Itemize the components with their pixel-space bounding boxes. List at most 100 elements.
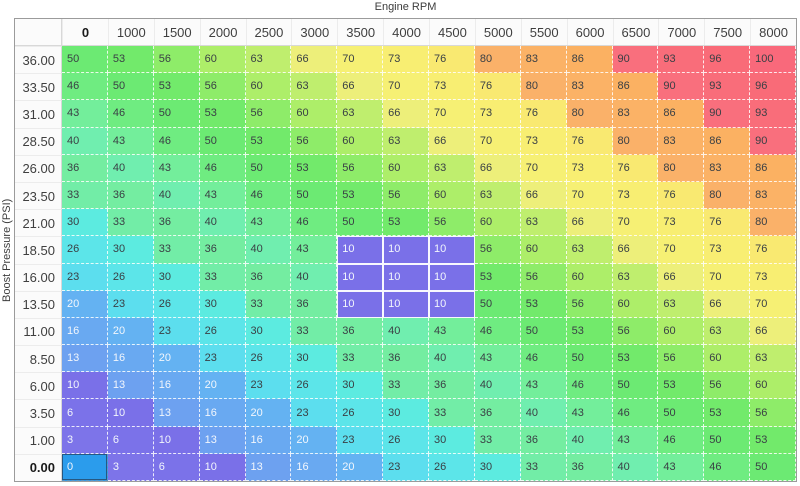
cell-1000rpm-8.50psi[interactable]: 16 — [107, 345, 154, 373]
cell-4000rpm-1.00psi[interactable]: 26 — [383, 426, 429, 454]
column-header-6000[interactable]: 6000 — [566, 19, 613, 45]
cell-1500rpm-21.00psi[interactable]: 36 — [153, 209, 200, 237]
column-header-2500[interactable]: 2500 — [245, 19, 292, 45]
cell-7500rpm-0.00psi[interactable]: 46 — [704, 453, 751, 481]
cell-1000rpm-33.50psi[interactable]: 50 — [107, 73, 154, 101]
column-header-2000[interactable]: 2000 — [199, 19, 246, 45]
column-header-6500[interactable]: 6500 — [612, 19, 659, 45]
cell-4000rpm-13.50psi[interactable]: 10 — [383, 290, 429, 318]
cell-4500rpm-23.50psi[interactable]: 60 — [429, 181, 475, 210]
cell-1000rpm-11.00psi[interactable]: 20 — [107, 317, 154, 346]
cell-3500rpm-26.00psi[interactable]: 56 — [337, 154, 384, 182]
cell-6000rpm-33.50psi[interactable]: 83 — [566, 73, 613, 101]
cell-6500rpm-31.00psi[interactable]: 83 — [612, 100, 659, 128]
cell-6500rpm-6.00psi[interactable]: 50 — [612, 372, 659, 400]
cell-6000rpm-1.00psi[interactable]: 40 — [566, 426, 613, 454]
row-header-33.50[interactable]: 33.50 — [15, 73, 62, 101]
cell-5000rpm-13.50psi[interactable]: 50 — [474, 290, 521, 318]
cell-7500rpm-26.00psi[interactable]: 83 — [704, 154, 751, 182]
cell-0rpm-16.00psi[interactable]: 23 — [62, 263, 108, 291]
cell-6000rpm-31.00psi[interactable]: 80 — [566, 100, 613, 128]
cell-6000rpm-8.50psi[interactable]: 50 — [566, 345, 613, 373]
cell-4500rpm-26.00psi[interactable]: 63 — [429, 154, 475, 182]
cell-5500rpm-33.50psi[interactable]: 80 — [520, 73, 567, 101]
cell-6000rpm-16.00psi[interactable]: 60 — [566, 263, 613, 291]
cell-4500rpm-0.00psi[interactable]: 26 — [429, 453, 475, 481]
cell-6000rpm-36.00psi[interactable]: 86 — [566, 46, 613, 74]
cell-8000rpm-1.00psi[interactable]: 53 — [750, 426, 796, 454]
cell-1500rpm-3.50psi[interactable]: 13 — [153, 399, 200, 427]
cell-2000rpm-1.00psi[interactable]: 13 — [199, 426, 246, 454]
cell-3000rpm-0.00psi[interactable]: 16 — [291, 453, 338, 481]
cell-5500rpm-23.50psi[interactable]: 66 — [520, 181, 567, 210]
cell-1000rpm-21.00psi[interactable]: 33 — [107, 209, 154, 237]
cell-3000rpm-18.50psi[interactable]: 43 — [291, 236, 338, 264]
cell-2000rpm-13.50psi[interactable]: 30 — [199, 290, 246, 318]
row-header-13.50[interactable]: 13.50 — [15, 290, 62, 318]
cell-7500rpm-6.00psi[interactable]: 56 — [704, 372, 751, 400]
cell-5500rpm-1.00psi[interactable]: 36 — [520, 426, 567, 454]
cell-4000rpm-16.00psi[interactable]: 10 — [383, 263, 429, 291]
cell-6000rpm-28.50psi[interactable]: 76 — [566, 127, 613, 155]
cell-4500rpm-3.50psi[interactable]: 33 — [429, 399, 475, 427]
cell-5500rpm-36.00psi[interactable]: 83 — [520, 46, 567, 74]
cell-4000rpm-26.00psi[interactable]: 60 — [383, 154, 429, 182]
cell-7500rpm-31.00psi[interactable]: 90 — [704, 100, 751, 128]
cell-4500rpm-8.50psi[interactable]: 40 — [429, 345, 475, 373]
cell-7000rpm-0.00psi[interactable]: 43 — [658, 453, 705, 481]
cell-2500rpm-16.00psi[interactable]: 36 — [245, 263, 292, 291]
cell-5000rpm-3.50psi[interactable]: 36 — [474, 399, 521, 427]
cell-7000rpm-18.50psi[interactable]: 70 — [658, 236, 705, 264]
cell-3500rpm-0.00psi[interactable]: 20 — [337, 453, 384, 481]
column-header-7500[interactable]: 7500 — [704, 19, 751, 45]
cell-2500rpm-11.00psi[interactable]: 30 — [245, 317, 292, 346]
cell-7500rpm-28.50psi[interactable]: 86 — [704, 127, 751, 155]
cell-4000rpm-23.50psi[interactable]: 56 — [383, 181, 429, 210]
cell-6500rpm-18.50psi[interactable]: 66 — [612, 236, 659, 264]
cell-2500rpm-6.00psi[interactable]: 23 — [245, 372, 292, 400]
cell-8000rpm-3.50psi[interactable]: 56 — [750, 399, 796, 427]
cell-7500rpm-11.00psi[interactable]: 63 — [704, 317, 751, 346]
cell-6000rpm-11.00psi[interactable]: 53 — [566, 317, 613, 346]
cell-3500rpm-8.50psi[interactable]: 33 — [337, 345, 384, 373]
cell-0rpm-21.00psi[interactable]: 30 — [62, 209, 108, 237]
cell-2000rpm-23.50psi[interactable]: 43 — [199, 181, 246, 210]
cell-2500rpm-36.00psi[interactable]: 63 — [245, 46, 292, 74]
column-header-4500[interactable]: 4500 — [429, 19, 475, 45]
cell-5000rpm-18.50psi[interactable]: 56 — [474, 236, 521, 264]
cell-3000rpm-33.50psi[interactable]: 63 — [291, 73, 338, 101]
cell-1500rpm-28.50psi[interactable]: 46 — [153, 127, 200, 155]
cell-4000rpm-8.50psi[interactable]: 36 — [383, 345, 429, 373]
cell-2500rpm-21.00psi[interactable]: 43 — [245, 209, 292, 237]
cell-4000rpm-0.00psi[interactable]: 23 — [383, 453, 429, 481]
cell-7000rpm-16.00psi[interactable]: 66 — [658, 263, 705, 291]
cell-1500rpm-13.50psi[interactable]: 26 — [153, 290, 200, 318]
cell-1500rpm-36.00psi[interactable]: 56 — [153, 46, 200, 74]
cell-5000rpm-36.00psi[interactable]: 80 — [474, 46, 521, 74]
cell-2500rpm-33.50psi[interactable]: 60 — [245, 73, 292, 101]
cell-2000rpm-28.50psi[interactable]: 50 — [199, 127, 246, 155]
cell-1500rpm-8.50psi[interactable]: 20 — [153, 345, 200, 373]
cell-4500rpm-1.00psi[interactable]: 30 — [429, 426, 475, 454]
cell-2000rpm-8.50psi[interactable]: 23 — [199, 345, 246, 373]
row-header-3.50[interactable]: 3.50 — [15, 399, 62, 427]
cell-6500rpm-3.50psi[interactable]: 46 — [612, 399, 659, 427]
cell-8000rpm-21.00psi[interactable]: 80 — [750, 209, 796, 237]
cell-7500rpm-16.00psi[interactable]: 70 — [704, 263, 751, 291]
cell-6000rpm-3.50psi[interactable]: 43 — [566, 399, 613, 427]
row-header-8.50[interactable]: 8.50 — [15, 345, 62, 373]
cell-8000rpm-23.50psi[interactable]: 83 — [750, 181, 796, 210]
cell-6500rpm-1.00psi[interactable]: 43 — [612, 426, 659, 454]
row-header-1.00[interactable]: 1.00 — [15, 426, 62, 454]
cell-1000rpm-1.00psi[interactable]: 6 — [107, 426, 154, 454]
cell-3500rpm-13.50psi[interactable]: 10 — [337, 290, 384, 318]
cell-3000rpm-3.50psi[interactable]: 23 — [291, 399, 338, 427]
cell-7500rpm-3.50psi[interactable]: 53 — [704, 399, 751, 427]
cell-3500rpm-21.00psi[interactable]: 50 — [337, 209, 384, 237]
cell-7000rpm-36.00psi[interactable]: 93 — [658, 46, 705, 74]
cell-3500rpm-16.00psi[interactable]: 10 — [337, 263, 384, 291]
cell-1500rpm-18.50psi[interactable]: 33 — [153, 236, 200, 264]
cell-5000rpm-8.50psi[interactable]: 43 — [474, 345, 521, 373]
cell-1500rpm-23.50psi[interactable]: 40 — [153, 181, 200, 210]
cell-7000rpm-13.50psi[interactable]: 63 — [658, 290, 705, 318]
